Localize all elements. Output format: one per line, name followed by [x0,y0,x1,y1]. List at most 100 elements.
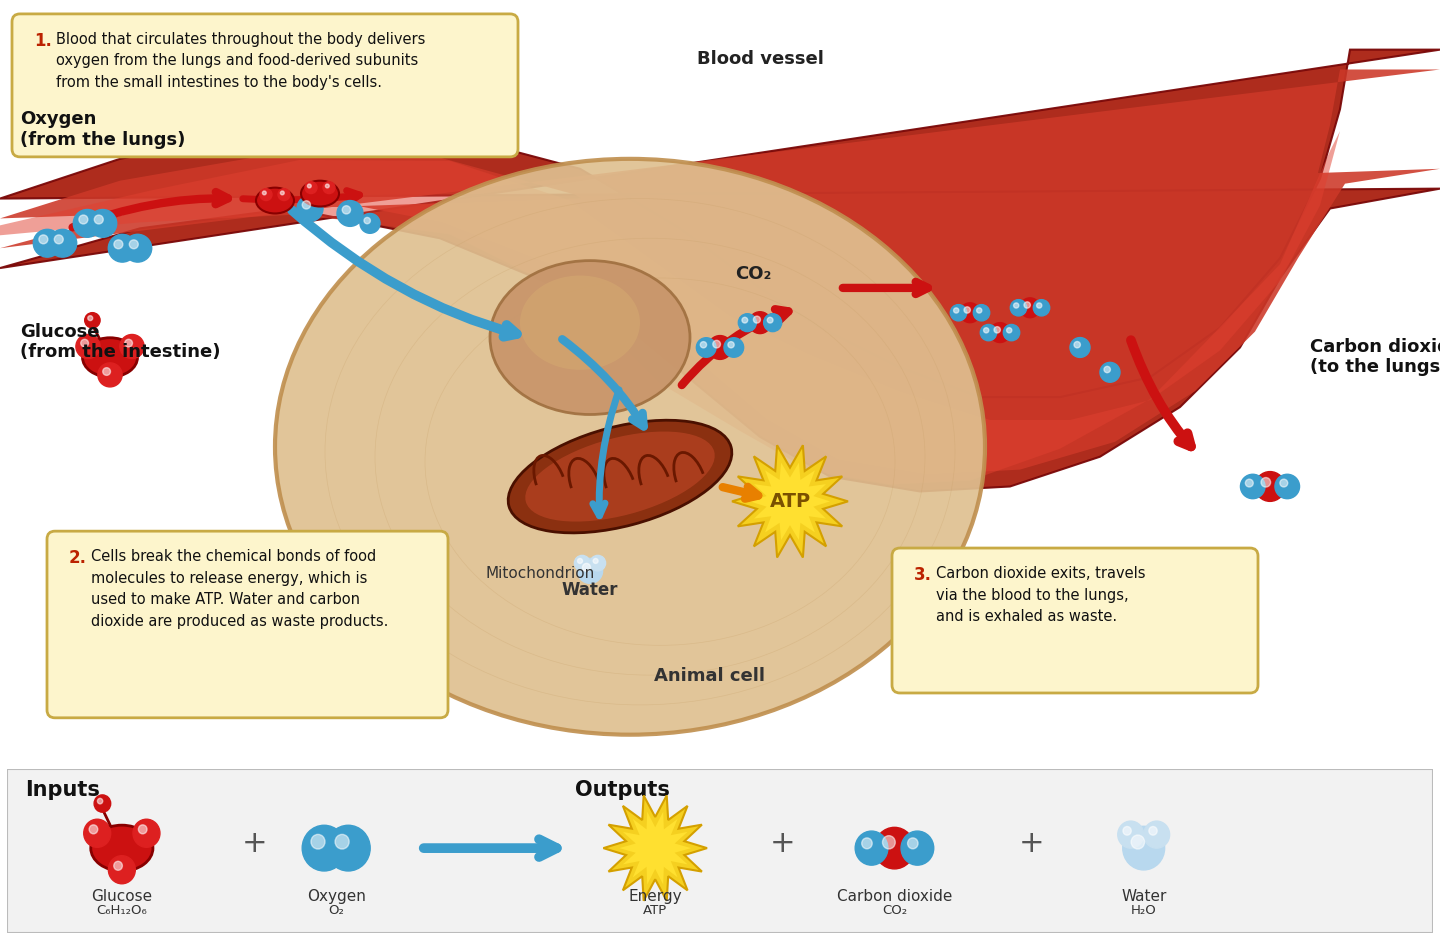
Circle shape [278,189,289,201]
Circle shape [124,234,151,262]
Text: Cells break the chemical bonds of food
molecules to release energy, which is
use: Cells break the chemical bonds of food m… [91,549,389,628]
Circle shape [262,191,266,195]
Circle shape [102,368,111,375]
Circle shape [950,305,966,321]
Circle shape [130,240,138,249]
Text: H₂O: H₂O [1130,903,1156,916]
Circle shape [1004,325,1020,340]
Circle shape [325,184,330,188]
Circle shape [994,326,1001,333]
Ellipse shape [82,338,137,377]
Circle shape [963,307,971,313]
Circle shape [768,317,773,323]
Circle shape [94,215,104,224]
Circle shape [1123,826,1132,835]
Circle shape [81,340,88,347]
Text: Animal cell: Animal cell [655,667,766,685]
Text: Carbon dioxide
(to the lungs): Carbon dioxide (to the lungs) [1310,338,1440,376]
Circle shape [302,825,346,871]
Circle shape [713,340,720,348]
Circle shape [960,303,981,323]
Circle shape [49,230,76,257]
Circle shape [261,189,272,201]
Text: CO₂: CO₂ [734,265,772,283]
Text: Inputs: Inputs [24,779,99,799]
Text: Glucose: Glucose [91,889,153,904]
Circle shape [984,327,989,333]
Circle shape [1100,362,1120,383]
Text: +: + [1020,829,1045,858]
Circle shape [907,838,919,849]
Circle shape [120,335,144,358]
Polygon shape [603,795,707,900]
Circle shape [700,341,707,348]
Text: Blood vessel: Blood vessel [697,50,824,68]
Circle shape [590,555,606,571]
Circle shape [749,311,770,334]
Circle shape [55,234,63,244]
Circle shape [1246,479,1253,487]
Circle shape [89,209,117,237]
Circle shape [281,191,284,195]
Circle shape [991,323,1009,342]
Circle shape [94,794,111,812]
Text: Water: Water [562,581,618,598]
Circle shape [1070,338,1090,357]
FancyBboxPatch shape [891,548,1259,693]
Ellipse shape [275,159,985,734]
Circle shape [1037,303,1041,308]
Circle shape [1074,341,1080,348]
Text: Mitochondrion: Mitochondrion [485,566,595,581]
Circle shape [132,819,160,847]
Text: +: + [242,829,268,858]
Circle shape [739,313,756,332]
Polygon shape [0,131,1341,485]
Circle shape [763,313,782,332]
Circle shape [1149,826,1158,835]
Circle shape [883,836,896,849]
Text: Blood that circulates throughout the body delivers
oxygen from the lungs and foo: Blood that circulates throughout the bod… [56,32,425,90]
Circle shape [1007,327,1012,333]
Circle shape [1143,821,1169,848]
Circle shape [1024,302,1031,309]
Circle shape [1020,298,1040,318]
Circle shape [73,209,101,237]
Ellipse shape [508,420,732,533]
Circle shape [1014,303,1020,308]
Circle shape [953,308,959,313]
Text: Energy: Energy [628,889,683,904]
Circle shape [1011,299,1027,316]
Circle shape [98,363,122,386]
Circle shape [89,825,98,834]
Text: Water: Water [1120,889,1166,904]
Ellipse shape [520,276,639,370]
Circle shape [861,838,873,849]
Circle shape [79,215,88,224]
Text: +: + [770,829,796,858]
Circle shape [1117,821,1143,848]
Circle shape [336,835,348,849]
FancyBboxPatch shape [7,769,1433,933]
Circle shape [855,831,888,865]
Circle shape [1123,826,1165,870]
Circle shape [76,335,101,358]
Circle shape [1274,475,1299,499]
Circle shape [108,855,135,884]
Circle shape [901,831,933,865]
Text: 3.: 3. [914,566,932,584]
Text: Glucose
(from the intestine): Glucose (from the intestine) [20,323,220,361]
Circle shape [981,325,996,340]
Circle shape [125,340,132,347]
Circle shape [98,798,102,804]
Text: ATP: ATP [644,903,667,916]
Ellipse shape [301,181,338,206]
Text: Carbon dioxide: Carbon dioxide [837,889,952,904]
Text: ATP: ATP [769,492,811,511]
Circle shape [1261,477,1270,487]
Text: 2.: 2. [69,549,86,567]
Circle shape [1280,479,1287,487]
Circle shape [727,341,734,348]
Circle shape [138,825,147,834]
Circle shape [327,825,370,871]
Circle shape [697,338,716,357]
